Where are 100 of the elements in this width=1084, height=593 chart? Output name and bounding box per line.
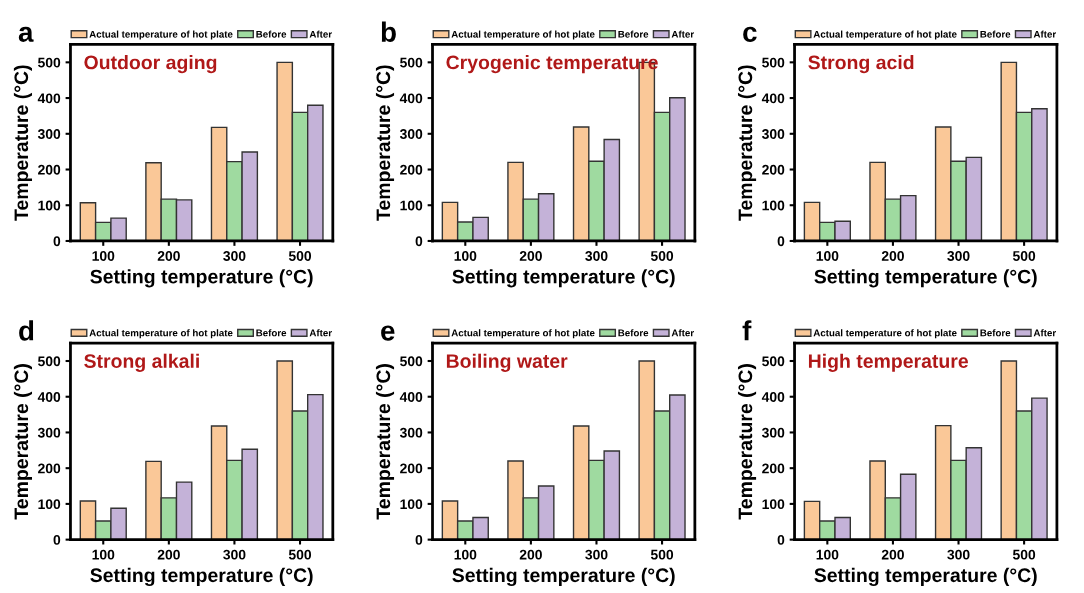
x-axis-title: Setting temperature (°C) <box>814 567 1037 587</box>
x-tick-label: 500 <box>288 549 312 560</box>
x-tick-label: 300 <box>585 251 608 261</box>
y-tick-label: 0 <box>777 534 785 545</box>
chart-title: b <box>381 21 396 42</box>
legend-label: Before <box>980 30 1011 38</box>
chart-title: a <box>18 26 34 42</box>
y-tick-label: 500 <box>762 57 785 68</box>
x-tick-label: 500 <box>1012 251 1036 261</box>
y-tick-label: 100 <box>400 200 423 211</box>
x-tick-label: 300 <box>223 549 246 560</box>
annotation: Strong acid <box>808 55 914 74</box>
y-tick-label: 400 <box>399 93 423 104</box>
y-tick-label: 400 <box>37 392 61 402</box>
x-tick-label: 300 <box>223 251 246 261</box>
legend-label: After <box>671 30 694 38</box>
chart-title: c <box>743 26 757 42</box>
legend-label: Actual temperature of hot plate <box>89 329 233 339</box>
y-tick-label: 0 <box>53 534 61 545</box>
x-tick-label: 200 <box>519 549 542 560</box>
x-tick-label: 100 <box>92 549 115 560</box>
legend-label: Before <box>980 329 1011 337</box>
y-tick-label: 400 <box>761 392 785 402</box>
x-tick-label: 500 <box>650 251 674 261</box>
y-tick-label: 200 <box>762 164 785 175</box>
x-tick-label: 500 <box>288 251 312 261</box>
y-tick-label: 300 <box>37 129 61 139</box>
y-tick-label: 100 <box>400 499 423 510</box>
y-tick-label: 300 <box>761 427 785 438</box>
y-tick-label: 400 <box>37 93 61 104</box>
annotation: Outdoor aging <box>84 55 217 74</box>
y-tick-label: 100 <box>38 499 61 510</box>
y-tick-label: 500 <box>400 57 423 68</box>
y-axis-title: Temperature (°C) <box>13 65 33 221</box>
x-tick-label: 200 <box>519 251 542 261</box>
legend-label: Actual temperature of hot plate <box>813 30 957 40</box>
x-tick-label: 200 <box>157 549 180 560</box>
x-tick-label: 100 <box>92 251 115 261</box>
x-tick-label: 200 <box>881 549 904 560</box>
y-tick-label: 500 <box>37 57 61 68</box>
legend-label: After <box>671 329 694 337</box>
x-tick-label: 300 <box>947 251 970 261</box>
legend-label: After <box>309 329 332 337</box>
x-axis-title: Setting temperature (°C) <box>90 567 313 587</box>
y-tick-label: 200 <box>762 463 785 474</box>
legend-label: Actual temperature of hot plate <box>451 30 595 40</box>
x-tick-label: 100 <box>816 549 839 560</box>
x-axis-title: Setting temperature (°C) <box>452 567 675 587</box>
y-tick-label: 500 <box>37 356 61 367</box>
y-tick-label: 200 <box>400 164 423 175</box>
y-tick-label: 0 <box>777 236 785 247</box>
y-tick-label: 500 <box>400 356 423 367</box>
y-tick-label: 200 <box>400 463 423 474</box>
y-tick-label: 200 <box>38 463 61 474</box>
y-tick-label: 300 <box>761 129 785 139</box>
legend-label: After <box>1033 30 1056 38</box>
legend-label: Actual temperature of hot plate <box>451 329 595 339</box>
legend-label: Before <box>618 329 649 337</box>
y-tick-label: 100 <box>762 200 785 211</box>
x-tick-label: 100 <box>454 549 477 560</box>
y-tick-label: 0 <box>415 534 423 545</box>
y-tick-label: 300 <box>37 427 61 438</box>
annotation: Boiling water <box>446 353 568 372</box>
x-axis-title: Setting temperature (°C) <box>814 269 1037 288</box>
chart-title: f <box>742 320 752 341</box>
y-tick-label: 300 <box>399 129 423 139</box>
legend-label: Actual temperature of hot plate <box>89 30 233 40</box>
y-tick-label: 0 <box>415 236 423 247</box>
legend-label: Actual temperature of hot plate <box>813 329 957 339</box>
annotation: Strong alkali <box>84 353 199 372</box>
x-tick-label: 200 <box>157 251 180 261</box>
y-tick-label: 400 <box>761 93 785 104</box>
y-axis-title: Temperature (°C) <box>737 65 757 221</box>
x-axis-title: Setting temperature (°C) <box>452 269 675 288</box>
y-axis-title: Temperature (°C) <box>737 364 757 520</box>
chart-title: e <box>381 325 395 341</box>
legend-label: After <box>309 30 332 38</box>
annotation: High temperature <box>808 353 968 372</box>
chart-title: d <box>19 320 34 341</box>
y-tick-label: 300 <box>399 427 423 438</box>
y-tick-label: 200 <box>38 164 61 175</box>
x-axis-title: Setting temperature (°C) <box>90 269 313 288</box>
x-tick-label: 300 <box>947 549 970 560</box>
legend-label: Before <box>618 30 649 38</box>
x-tick-label: 300 <box>585 549 608 560</box>
y-tick-label: 500 <box>762 356 785 367</box>
legend-label: Before <box>256 30 287 38</box>
y-axis-title: Temperature (°C) <box>13 364 33 520</box>
annotation: Cryogenic temperature <box>446 55 658 74</box>
x-tick-label: 200 <box>881 251 904 261</box>
x-tick-label: 100 <box>816 251 839 261</box>
y-tick-label: 100 <box>38 200 61 211</box>
legend-label: After <box>1033 329 1056 337</box>
x-tick-label: 500 <box>1012 549 1036 560</box>
y-axis-title: Temperature (°C) <box>375 364 395 520</box>
x-tick-label: 500 <box>650 549 674 560</box>
legend-label: Before <box>256 329 287 337</box>
y-tick-label: 100 <box>762 499 785 510</box>
x-tick-label: 100 <box>454 251 477 261</box>
y-axis-title: Temperature (°C) <box>375 65 395 221</box>
